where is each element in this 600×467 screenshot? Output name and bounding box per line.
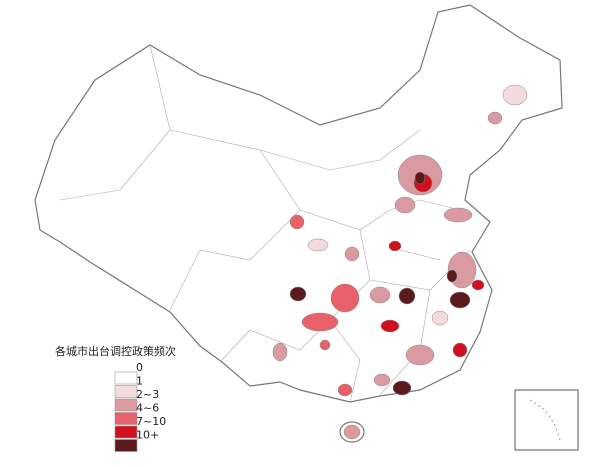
region: [388, 240, 402, 252]
legend-swatch: [114, 385, 138, 398]
region: [289, 286, 307, 302]
legend-swatch: [114, 412, 138, 425]
region: [487, 111, 503, 125]
regions: [272, 84, 528, 440]
region: [319, 339, 331, 351]
region: [344, 246, 360, 262]
region: [337, 383, 353, 397]
region: [414, 171, 426, 185]
region: [330, 283, 360, 313]
legend-title: 各城市出台调控政策频次: [55, 344, 176, 358]
region: [471, 279, 485, 291]
region: [289, 214, 305, 230]
region: [394, 196, 416, 214]
region: [301, 312, 339, 332]
region: [449, 291, 471, 309]
legend-swatch: [114, 398, 138, 412]
region: [392, 380, 412, 396]
legend-label: 4~6: [136, 402, 159, 415]
legend-label: 0: [136, 361, 143, 374]
region: [307, 238, 329, 252]
region: [502, 84, 528, 106]
inset-box: [514, 389, 579, 451]
country-outline: [34, 4, 563, 403]
legend-swatch: [114, 371, 138, 385]
legend-swatch: [114, 439, 138, 452]
region: [405, 344, 435, 366]
legend-label: 2~3: [136, 388, 159, 401]
region: [343, 424, 361, 440]
region: [373, 373, 391, 387]
legend-label: 10+: [136, 429, 159, 442]
region: [272, 342, 288, 362]
region: [369, 286, 391, 304]
region: [431, 310, 449, 326]
region: [446, 269, 458, 283]
legend-label: 1: [136, 375, 143, 388]
region: [443, 207, 473, 223]
region: [452, 342, 468, 358]
legend-swatch: [114, 425, 138, 439]
legend-label: 7~10: [136, 415, 166, 428]
region: [398, 287, 416, 305]
region: [380, 319, 400, 333]
